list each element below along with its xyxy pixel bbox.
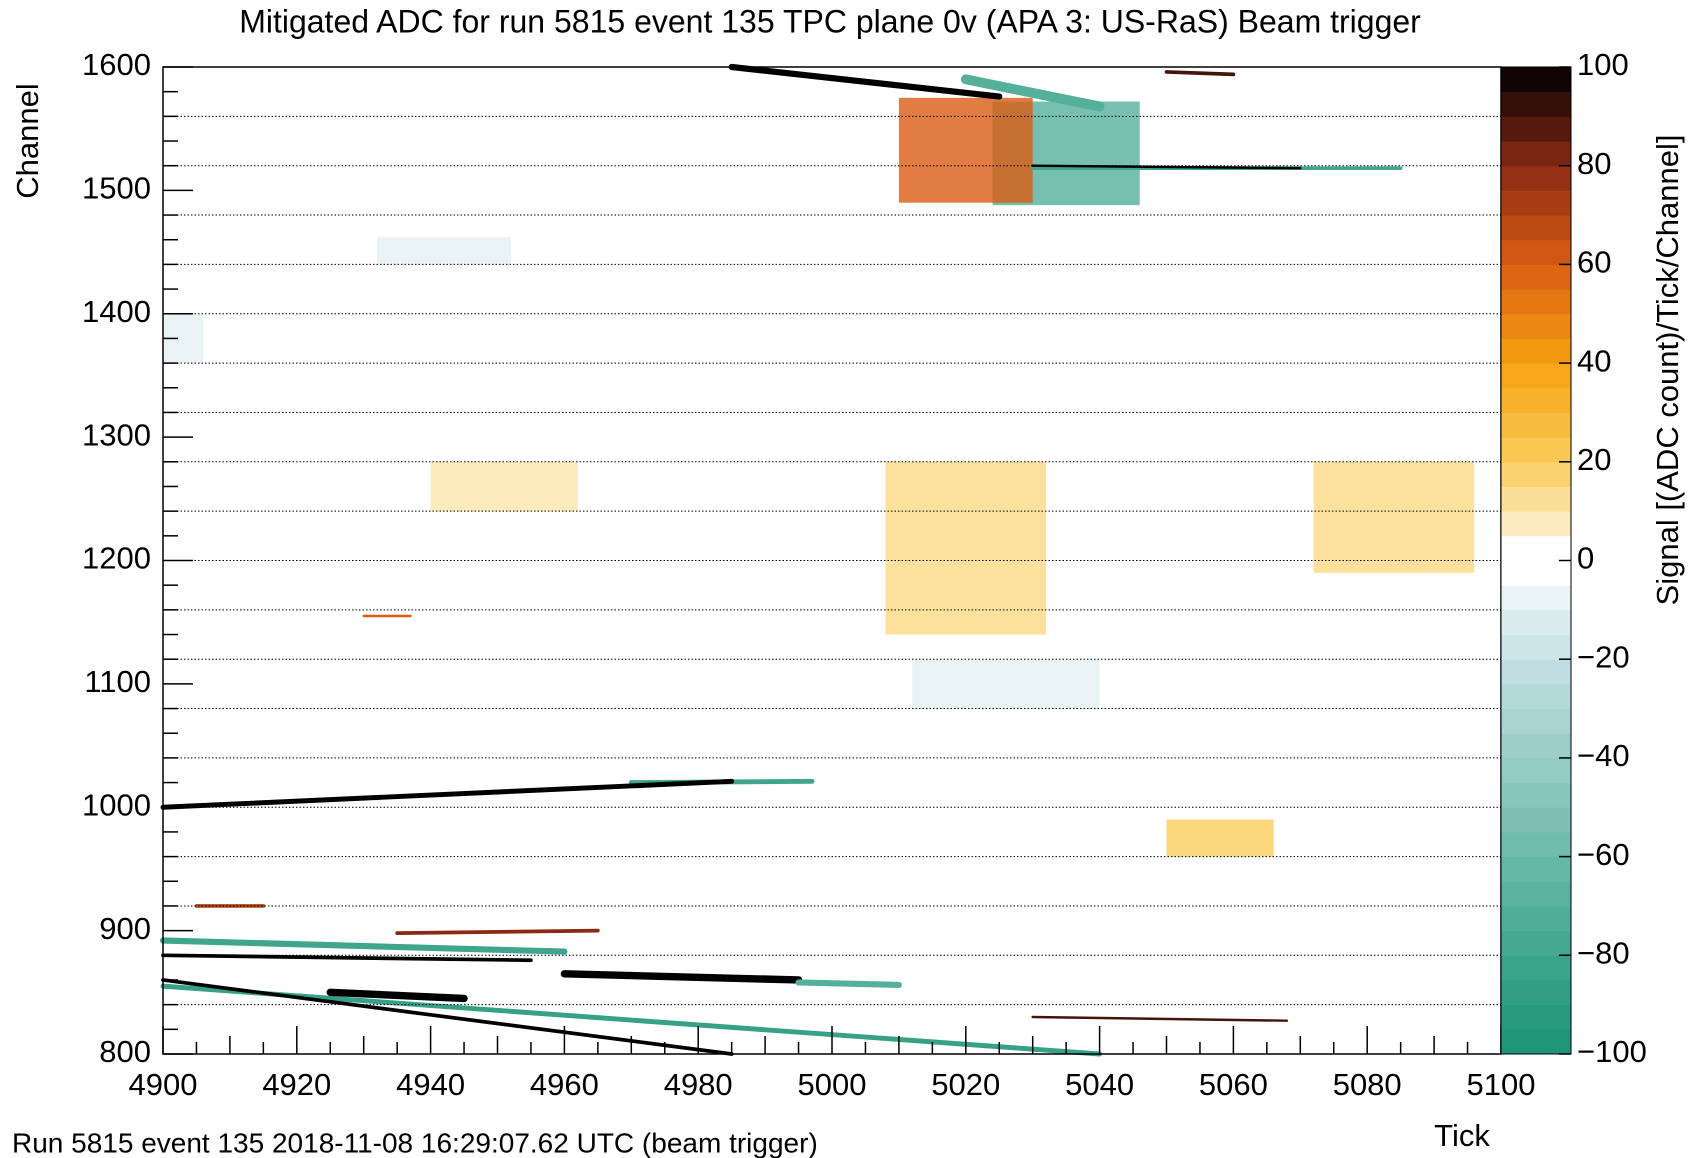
colorbar-tick-label: 40 — [1577, 343, 1611, 378]
patch — [885, 461, 1047, 635]
colorbar-tick-label: 0 — [1577, 541, 1594, 576]
colorbar-tick-label: 60 — [1577, 245, 1611, 280]
colorbar-band — [1501, 683, 1571, 710]
colorbar-band — [1501, 461, 1571, 487]
patch — [898, 97, 1033, 203]
y-tick-label: 1000 — [82, 787, 151, 822]
track — [326, 988, 468, 1003]
colorbar-band — [1501, 387, 1571, 413]
y-tick-label: 1100 — [84, 664, 151, 699]
track — [728, 63, 1003, 100]
colorbar-band — [1501, 412, 1571, 438]
colorbar-band — [1501, 215, 1571, 241]
y-axis-label: Channel — [10, 83, 45, 198]
colorbar-band — [1501, 67, 1571, 93]
patch — [1166, 819, 1274, 857]
colorbar-band — [1501, 535, 1571, 561]
colorbar-band — [1501, 955, 1571, 981]
colorbar-band — [1501, 585, 1571, 611]
colorbar-band — [1501, 264, 1571, 290]
colorbar-band — [1501, 659, 1571, 685]
colorbar-tick-label: 100 — [1577, 47, 1629, 82]
colorbar-band — [1501, 239, 1571, 265]
x-axis-label: Tick — [1434, 1118, 1490, 1153]
colorbar-band — [1501, 437, 1571, 463]
patch — [377, 237, 511, 265]
colorbar-band — [1501, 116, 1571, 142]
colorbar-band — [1501, 609, 1571, 636]
footer: Run 5815 event 135 2018-11-08 16:29:07.6… — [12, 1127, 818, 1158]
colorbar-band — [1501, 1029, 1571, 1055]
y-tick-label: 1300 — [82, 417, 151, 452]
track — [159, 937, 568, 955]
x-tick-label: 4920 — [262, 1067, 331, 1102]
track — [161, 953, 533, 963]
colorbar-band — [1501, 91, 1571, 117]
colorbar-tick-label: −40 — [1577, 738, 1630, 773]
x-tick-label: 5100 — [1467, 1067, 1536, 1102]
x-tick-label: 5060 — [1199, 1067, 1268, 1102]
colorbar-label: Signal [(ADC count)/Tick/Channel] — [1650, 135, 1685, 606]
track — [795, 979, 902, 988]
x-tick-label: 4980 — [664, 1067, 733, 1102]
colorbar-band — [1501, 831, 1571, 858]
x-tick-label: 5040 — [1065, 1067, 1134, 1102]
colorbar-band — [1501, 363, 1571, 389]
track — [560, 970, 803, 984]
colorbar-band — [1501, 807, 1571, 833]
chart-title: Mitigated ADC for run 5815 event 135 TPC… — [239, 3, 1421, 39]
y-tick-label: 800 — [99, 1034, 151, 1069]
colorbar-band — [1501, 313, 1571, 339]
patch — [430, 461, 578, 512]
colorbar-band — [1501, 190, 1571, 216]
colorbar-band — [1501, 930, 1571, 956]
y-tick-label: 1400 — [82, 294, 151, 329]
colorbar-band — [1501, 905, 1571, 932]
y-tick-label: 900 — [99, 911, 151, 946]
colorbar-band — [1501, 634, 1571, 660]
track — [160, 778, 735, 810]
y-tick-label: 1200 — [82, 541, 151, 576]
colorbar-band — [1501, 338, 1571, 364]
colorbar-band — [1501, 856, 1571, 882]
colorbar-tick-label: −20 — [1577, 639, 1630, 674]
colorbar-tick-label: 20 — [1577, 442, 1611, 477]
track — [160, 983, 1103, 1057]
x-tick-label: 5020 — [931, 1067, 1000, 1102]
y-tick-label: 1500 — [82, 171, 151, 206]
x-tick-label: 4960 — [530, 1067, 599, 1102]
x-tick-label: 4940 — [396, 1067, 465, 1102]
patch — [912, 659, 1100, 709]
track — [1164, 70, 1236, 77]
colorbar-band — [1501, 979, 1571, 1006]
track — [1031, 1015, 1289, 1022]
colorbar-band — [1501, 1004, 1571, 1030]
colorbar-band — [1501, 165, 1571, 191]
colorbar-band — [1501, 511, 1571, 537]
colorbar-band — [1501, 708, 1571, 734]
colorbar-band — [1501, 560, 1571, 586]
track — [395, 928, 600, 935]
colorbar-tick-label: −100 — [1577, 1034, 1647, 1069]
x-tick-label: 5080 — [1333, 1067, 1402, 1102]
colorbar-band — [1501, 141, 1571, 167]
colorbar-tick-label: −80 — [1577, 935, 1630, 970]
y-tick-label: 1600 — [82, 47, 151, 82]
colorbar-tick-label: −60 — [1577, 837, 1630, 872]
colorbar-band — [1501, 881, 1571, 907]
track — [161, 978, 734, 1056]
colorbar-band — [1501, 289, 1571, 315]
colorbar-band — [1501, 757, 1571, 784]
colorbar-band — [1501, 782, 1571, 808]
colorbar-tick-label: 80 — [1577, 146, 1611, 181]
colorbar-band — [1501, 486, 1571, 512]
colorbar-band — [1501, 733, 1571, 759]
track — [960, 74, 1105, 112]
x-tick-label: 5000 — [798, 1067, 867, 1102]
patch — [1313, 461, 1475, 573]
x-tick-label: 4900 — [129, 1067, 198, 1102]
